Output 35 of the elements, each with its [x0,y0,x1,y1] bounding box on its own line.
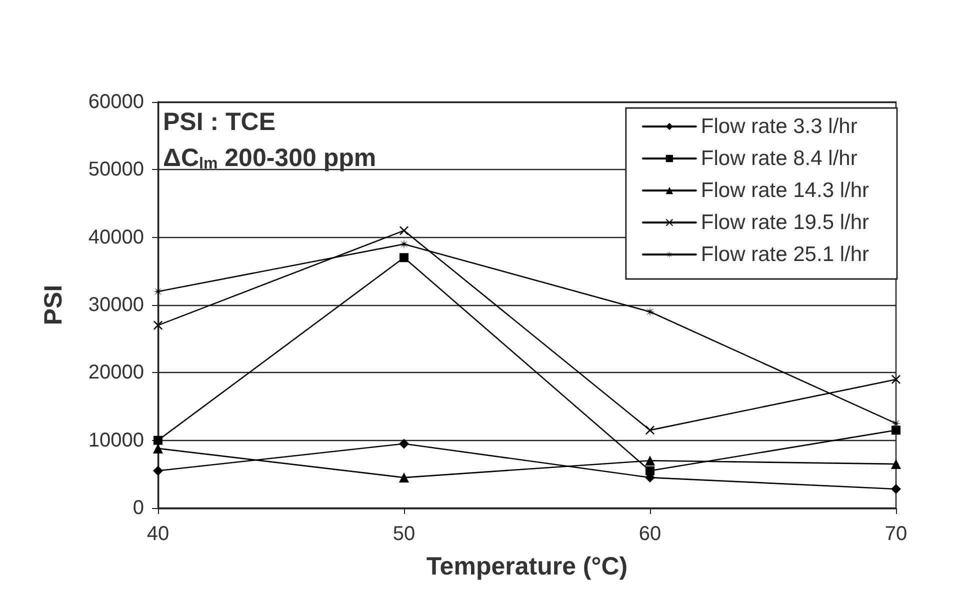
y-tick-label: 40000 [88,226,144,248]
x-tick-label: 70 [884,523,908,545]
point [892,426,900,435]
legend-label: Flow rate 19.5 l/hr [700,211,870,234]
point [399,472,409,483]
y-tick-label: 10000 [88,429,144,452]
x-tick-label: 40 [146,523,170,545]
x-axis-title: Temperature (°C) [426,552,628,580]
y-axis-title: PSI [40,284,68,326]
y-tick-label: 30000 [88,294,144,316]
y-tick-label: 60000 [88,91,144,113]
point [646,466,654,476]
x-tick-label: 60 [638,523,662,545]
point [154,320,162,330]
y-tick-label: 50000 [88,158,144,181]
point [645,306,655,317]
annotation: PSI : TCE [163,108,276,136]
y-tick-label: 20000 [88,362,144,384]
point [891,484,901,494]
point [399,239,409,250]
point [645,456,655,466]
legend-label: Flow rate 14.3 l/hr [700,179,870,202]
legend-label: Flow rate 8.4 l/hr [700,147,858,170]
annotation: ΔClm 200-300 ppm [163,144,376,172]
point [153,466,163,476]
legend-label: Flow rate 3.3 l/hr [700,115,858,138]
point [153,443,163,454]
point [891,459,901,470]
y-tick-label: 0 [132,497,144,519]
x-tick-label: 50 [392,523,416,545]
point [153,286,163,296]
point [399,438,409,449]
point [646,426,654,435]
point [400,253,408,262]
legend-label: Flow rate 25.1 l/hr [700,243,870,266]
